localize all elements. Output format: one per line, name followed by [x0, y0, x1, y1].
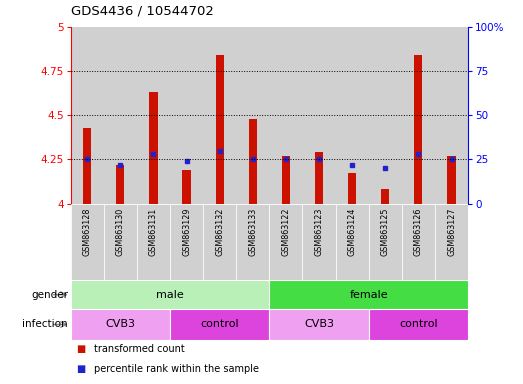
- Bar: [71, 280, 269, 309]
- Text: GSM863125: GSM863125: [381, 207, 390, 256]
- Bar: [402, 27, 435, 204]
- Bar: [203, 27, 236, 204]
- Text: infection: infection: [22, 319, 68, 329]
- Text: GSM863129: GSM863129: [182, 207, 191, 256]
- Bar: [215, 55, 224, 204]
- Bar: [116, 165, 124, 204]
- Text: female: female: [349, 290, 388, 300]
- Bar: [447, 156, 456, 204]
- Bar: [315, 152, 323, 204]
- Bar: [183, 170, 191, 204]
- Bar: [302, 204, 336, 280]
- Bar: [269, 309, 369, 340]
- Bar: [203, 204, 236, 280]
- Text: GSM863122: GSM863122: [281, 207, 290, 256]
- Bar: [236, 204, 269, 280]
- Bar: [170, 27, 203, 204]
- Text: ■: ■: [76, 344, 85, 354]
- Bar: [402, 204, 435, 280]
- Bar: [302, 27, 336, 204]
- Bar: [248, 119, 257, 204]
- Text: control: control: [200, 319, 239, 329]
- Bar: [336, 204, 369, 280]
- Text: gender: gender: [31, 290, 68, 300]
- Bar: [369, 204, 402, 280]
- Bar: [381, 189, 390, 204]
- Text: ■: ■: [76, 364, 85, 374]
- Bar: [369, 309, 468, 340]
- Bar: [170, 309, 269, 340]
- Text: GSM863123: GSM863123: [314, 207, 324, 256]
- Bar: [269, 204, 302, 280]
- Bar: [435, 27, 468, 204]
- Bar: [336, 27, 369, 204]
- Text: CVB3: CVB3: [105, 319, 135, 329]
- Bar: [269, 280, 468, 309]
- Bar: [104, 27, 137, 204]
- Bar: [71, 204, 104, 280]
- Text: GSM863131: GSM863131: [149, 207, 158, 256]
- Bar: [104, 204, 137, 280]
- Bar: [435, 204, 468, 280]
- Bar: [369, 27, 402, 204]
- Text: GSM863124: GSM863124: [348, 207, 357, 256]
- Bar: [170, 204, 203, 280]
- Text: CVB3: CVB3: [304, 319, 334, 329]
- Bar: [83, 127, 92, 204]
- Bar: [414, 55, 423, 204]
- Bar: [348, 174, 356, 204]
- Text: GSM863126: GSM863126: [414, 207, 423, 256]
- Text: GDS4436 / 10544702: GDS4436 / 10544702: [71, 4, 213, 17]
- Bar: [137, 27, 170, 204]
- Text: control: control: [399, 319, 438, 329]
- Text: male: male: [156, 290, 184, 300]
- Bar: [149, 92, 157, 204]
- Bar: [236, 27, 269, 204]
- Text: GSM863130: GSM863130: [116, 207, 125, 256]
- Bar: [71, 309, 170, 340]
- Bar: [137, 204, 170, 280]
- Text: GSM863127: GSM863127: [447, 207, 456, 256]
- Bar: [282, 156, 290, 204]
- Text: transformed count: transformed count: [94, 344, 185, 354]
- Bar: [269, 27, 302, 204]
- Text: percentile rank within the sample: percentile rank within the sample: [94, 364, 259, 374]
- Text: GSM863133: GSM863133: [248, 207, 257, 256]
- Bar: [71, 27, 104, 204]
- Text: GSM863128: GSM863128: [83, 207, 92, 256]
- Text: GSM863132: GSM863132: [215, 207, 224, 256]
